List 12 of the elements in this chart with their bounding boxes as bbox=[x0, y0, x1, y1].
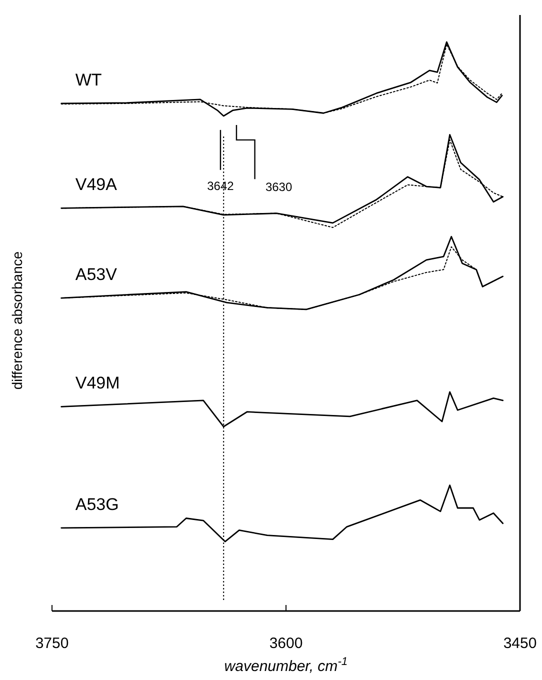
x-tick-label: 3600 bbox=[269, 635, 303, 652]
annotation: 3642 bbox=[207, 178, 234, 193]
series-label: V49A bbox=[75, 175, 118, 194]
series-label: WT bbox=[75, 70, 102, 90]
series-label: V49M bbox=[75, 374, 120, 393]
series-label: A53G bbox=[75, 494, 119, 514]
annotation: 3630 bbox=[265, 180, 292, 194]
series-label: A53V bbox=[75, 265, 118, 284]
x-tick-label: 3750 bbox=[35, 635, 69, 652]
x-tick-label: 3450 bbox=[503, 635, 537, 652]
x-axis-title: wavenumber, cm$^{-1}$ bbox=[224, 656, 348, 675]
y-axis-title: difference absorbance bbox=[9, 251, 25, 390]
